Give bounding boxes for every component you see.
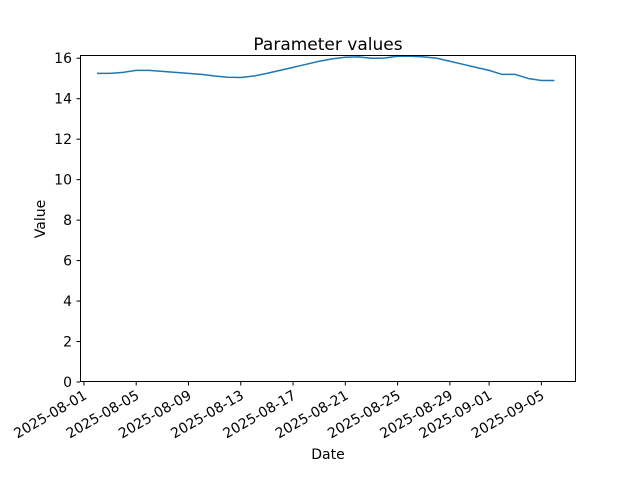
- plot-border: [80, 55, 576, 382]
- y-tick-label: 8: [63, 213, 72, 229]
- x-axis-ticks: 2025-08-012025-08-052025-08-092025-08-13…: [11, 382, 547, 442]
- y-tick-label: 10: [54, 173, 72, 189]
- data-line: [96, 55, 555, 82]
- chart-title: Parameter values: [253, 35, 402, 55]
- y-tick-label: 4: [63, 294, 72, 310]
- y-tick-label: 16: [54, 51, 72, 67]
- x-axis-label: Date: [311, 447, 344, 463]
- y-tick-label: 12: [54, 132, 72, 148]
- y-tick-label: 6: [63, 254, 72, 270]
- y-axis-ticks: 0 2 4 6 8 10 12 14 16: [54, 51, 80, 391]
- y-tick-label: 2: [63, 335, 72, 351]
- y-tick-label: 14: [54, 92, 72, 108]
- y-tick-label: 0: [63, 375, 72, 391]
- y-axis-label: Value: [33, 200, 49, 238]
